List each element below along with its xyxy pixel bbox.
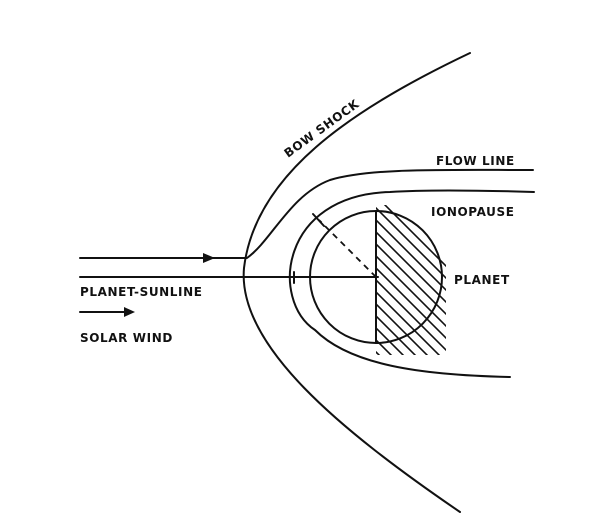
flow-line-curve — [79, 168, 534, 259]
dashed-radius-line — [318, 219, 377, 278]
solar-wind-arrowhead — [124, 307, 135, 317]
flow-line-tick — [312, 213, 325, 227]
flow-line-arrowhead — [203, 253, 215, 263]
label-planet: PLANET — [454, 273, 510, 287]
ionopause-curve — [288, 189, 535, 378]
label-ionopause: IONOPAUSE — [431, 205, 515, 219]
label-solar-wind: SOLAR WIND — [80, 331, 173, 345]
label-bow-shock: BOW SHOCK — [282, 97, 362, 161]
label-planet-sunline: PLANET-SUNLINE — [80, 285, 203, 299]
bow-shock-curve — [242, 52, 471, 513]
label-flow-line: FLOW LINE — [436, 154, 515, 168]
